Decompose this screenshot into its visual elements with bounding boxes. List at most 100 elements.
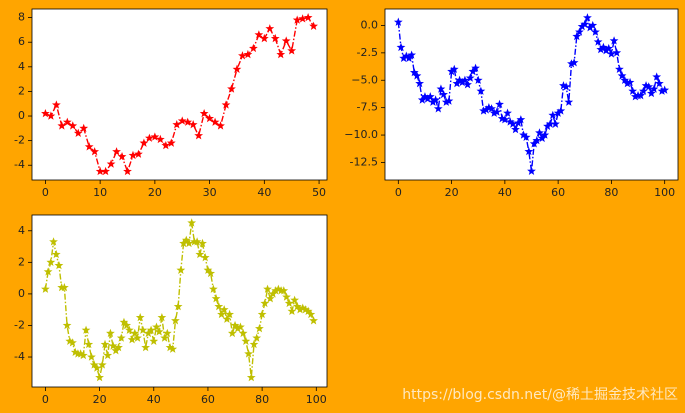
- star-marker: [476, 86, 486, 95]
- star-marker: [95, 372, 104, 382]
- x-tick-label: 10: [93, 186, 107, 199]
- star-marker: [620, 75, 630, 84]
- star-marker: [236, 322, 245, 331]
- star-marker: [227, 328, 237, 338]
- star-marker: [585, 23, 595, 32]
- star-marker: [146, 325, 156, 334]
- star-marker: [641, 81, 651, 90]
- star-marker: [508, 119, 518, 128]
- star-marker: [617, 71, 627, 80]
- x-tick-label: 30: [203, 186, 217, 199]
- star-marker: [436, 84, 446, 93]
- star-marker: [176, 265, 186, 274]
- star-marker: [471, 63, 480, 72]
- y-tick-label: -4: [14, 350, 25, 363]
- plot-area: [32, 9, 327, 180]
- star-marker: [139, 138, 149, 147]
- star-marker: [227, 84, 236, 93]
- y-tick-label: -2.5: [357, 46, 378, 59]
- star-marker: [81, 325, 91, 334]
- star-marker: [524, 146, 534, 156]
- star-marker: [281, 36, 291, 45]
- star-marker: [564, 97, 574, 106]
- star-marker: [646, 88, 656, 98]
- star-marker: [70, 347, 80, 357]
- star-marker: [399, 53, 409, 63]
- star-marker: [639, 86, 648, 95]
- star-marker: [593, 37, 603, 46]
- star-marker: [612, 48, 622, 57]
- star-marker: [145, 133, 154, 142]
- star-marker: [441, 97, 451, 106]
- star-marker: [211, 294, 221, 303]
- star-marker: [97, 360, 107, 369]
- star-marker: [263, 284, 272, 293]
- star-marker: [481, 105, 491, 114]
- axes-frame: [31, 214, 328, 388]
- star-marker: [433, 104, 443, 113]
- star-marker: [505, 117, 515, 126]
- star-marker: [233, 324, 243, 333]
- star-marker: [232, 64, 242, 73]
- star-marker: [208, 284, 218, 293]
- star-marker: [287, 46, 297, 55]
- star-marker: [252, 333, 262, 342]
- star-marker: [521, 132, 531, 141]
- star-marker: [222, 314, 232, 323]
- star-marker: [219, 305, 229, 314]
- star-marker: [444, 96, 454, 105]
- star-marker: [591, 27, 600, 36]
- star-marker: [195, 249, 205, 259]
- star-marker: [100, 339, 110, 349]
- star-marker: [125, 325, 134, 334]
- star-marker: [246, 372, 256, 382]
- star-marker: [206, 268, 216, 278]
- star-marker: [171, 316, 180, 325]
- star-marker: [203, 265, 213, 274]
- x-tick-label: 80: [604, 186, 618, 199]
- star-marker: [271, 286, 281, 295]
- star-marker: [54, 260, 64, 270]
- y-tick-label: 0: [18, 287, 25, 300]
- star-marker: [160, 333, 169, 342]
- star-marker: [106, 328, 115, 338]
- star-marker: [537, 133, 547, 143]
- star-marker: [599, 42, 608, 52]
- y-tick-label: −5.0: [351, 73, 378, 86]
- star-marker: [401, 51, 411, 60]
- star-marker: [138, 325, 148, 334]
- star-marker: [420, 92, 430, 101]
- star-marker: [569, 58, 579, 67]
- y-tick-label: 4: [18, 60, 25, 73]
- star-marker: [249, 339, 259, 349]
- x-tick-label: 100: [654, 186, 675, 199]
- star-marker: [417, 95, 427, 104]
- star-marker: [292, 301, 302, 311]
- star-marker: [404, 53, 414, 63]
- star-marker: [265, 24, 275, 33]
- x-tick-label: 40: [498, 186, 512, 199]
- star-marker: [241, 336, 251, 345]
- watermark: https://blog.csdn.net/@稀土掘金技术社区: [402, 387, 678, 403]
- star-marker: [184, 238, 194, 248]
- star-marker: [540, 130, 550, 139]
- star-marker: [654, 78, 664, 88]
- star-marker: [298, 303, 308, 312]
- x-tick-label: 100: [306, 393, 327, 406]
- star-marker: [604, 43, 614, 53]
- star-marker: [301, 305, 310, 314]
- star-marker: [68, 338, 77, 347]
- star-marker: [152, 322, 161, 331]
- star-marker: [268, 289, 278, 298]
- y-tick-label: 0: [18, 109, 25, 122]
- y-tick-label: −10.0: [344, 128, 378, 141]
- star-marker: [183, 117, 193, 126]
- star-marker: [46, 111, 56, 120]
- star-marker: [92, 363, 102, 372]
- star-marker: [556, 106, 566, 115]
- star-marker: [194, 131, 204, 140]
- star-marker: [157, 312, 167, 322]
- star-marker: [561, 82, 571, 91]
- star-marker: [298, 14, 308, 23]
- star-marker: [260, 298, 270, 308]
